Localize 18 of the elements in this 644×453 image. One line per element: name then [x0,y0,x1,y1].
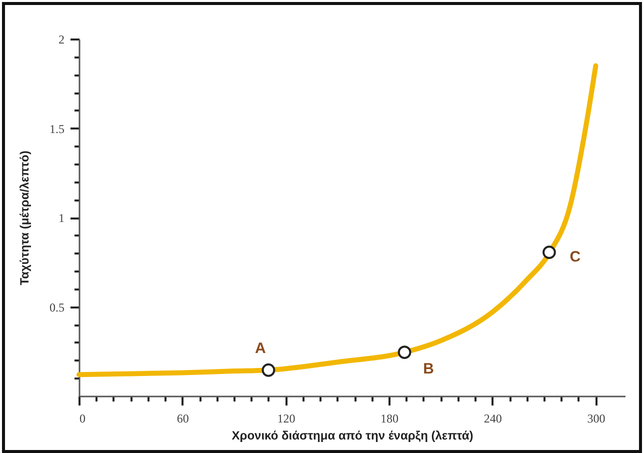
annotation: A [255,340,266,358]
x-tick-label: 240 [484,412,502,426]
point [398,346,412,359]
x-tick-label: 120 [277,412,296,426]
x-axis-title: Χρονικό διάστημα από την έναρξη (λεπτά) [232,428,474,442]
point [542,246,556,259]
y-tick-label: 2 [58,32,64,46]
x-tick-label: 180 [380,412,399,426]
x-tick-label: 60 [176,412,189,426]
x-tick-label: 300 [587,412,606,426]
x-tick-label: 0 [80,412,86,426]
y-tick-label: 0.5 [50,300,64,314]
y-tick-label: 1 [58,211,64,225]
y-tick-label: 1.5 [50,122,64,136]
annotation: C [570,248,581,266]
point [262,363,276,377]
y-axis-title: Ταχύτητα (μέτρα/λεπτό) [18,150,32,286]
annotation: B [423,360,434,378]
